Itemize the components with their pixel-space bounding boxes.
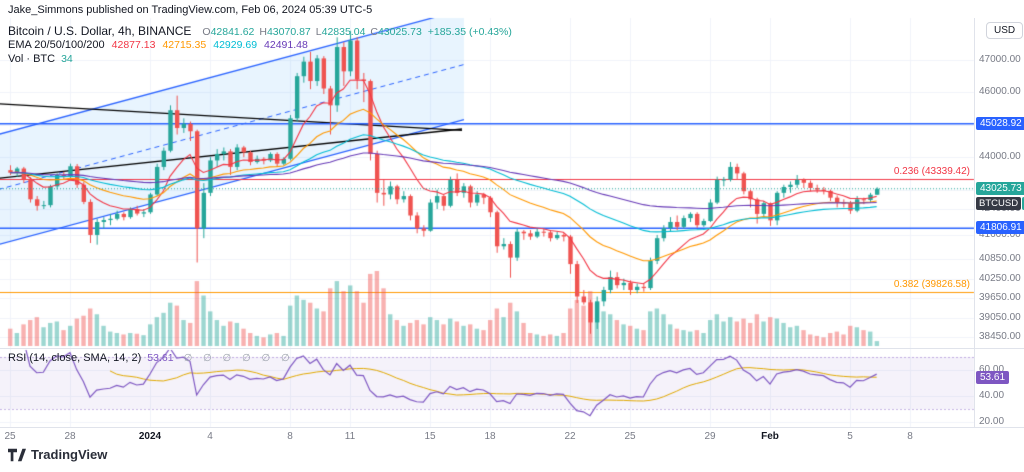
rsi-axis-label: 60.00 [979, 364, 1005, 375]
ema-legend-row: EMA 20/50/100/200 42877.13 42715.35 42929.6… [8, 39, 308, 51]
tradingview-logo-icon [8, 448, 26, 461]
price-axis-separator [974, 18, 975, 427]
time-axis-tick: 5 [847, 431, 853, 442]
rsi-axis-label: 20.00 [979, 416, 1005, 427]
ohlc-low-label: L [315, 26, 322, 38]
fib-level-label: 0.236 (43339.42) [893, 165, 970, 177]
price-axis-label: 46000.00 [979, 86, 1021, 98]
volume-value: 34 [61, 53, 73, 65]
time-axis-tick: 25 [4, 431, 16, 442]
price-axis-label: 39650.00 [979, 292, 1021, 304]
time-axis-tick: 2024 [138, 431, 162, 442]
volume-indicator-label[interactable]: Vol · BTC [8, 53, 56, 65]
time-axis-tick: 22 [564, 431, 576, 442]
pane-separator[interactable] [0, 348, 1024, 349]
price-line-badge: 41806.91 [976, 221, 1024, 235]
rsi-empty-plot-values: ∅ ∅ ∅ ∅ ∅ ∅ [183, 353, 294, 364]
time-axis-tick: Feb [761, 431, 779, 442]
ema-value: 42929.69 [213, 39, 258, 51]
price-axis-label: 44000.00 [979, 151, 1021, 163]
ohlc-close-label: C [370, 26, 378, 38]
ema-values: 42877.13 42715.35 42929.69 42491.48 [105, 39, 308, 51]
published-byline: Jake_Simmons published on TradingView.co… [8, 4, 373, 16]
time-axis-tick: 25 [624, 431, 636, 442]
ohlc-change: +185.35 (+0.43%) [427, 26, 512, 38]
ema-value: 42491.48 [264, 39, 308, 51]
price-axis-label: 41600.00 [979, 228, 1021, 240]
time-axis-tick: 29 [704, 431, 716, 442]
bar-countdown-badge: 01:20:33 [1022, 196, 1024, 210]
price-line-badge: 45028.92 [976, 116, 1024, 130]
rsi-value-badge: 53.61 [976, 371, 1010, 385]
time-axis-tick: 4 [207, 431, 213, 442]
ohlc-open-value: 42841.62 [210, 26, 255, 38]
time-axis-separator [0, 427, 1024, 428]
time-axis-tick: 8 [907, 431, 913, 442]
ohlc-low-value: 42835.04 [321, 26, 366, 38]
price-axis-label: 38450.00 [979, 331, 1021, 342]
price-axis-label: 39050.00 [979, 311, 1021, 323]
time-axis-tick: 11 [344, 431, 356, 442]
time-axis-tick: 18 [484, 431, 496, 442]
price-axis-label: 40850.00 [979, 253, 1021, 265]
time-axis-tick: 8 [287, 431, 293, 442]
tradingview-logo[interactable]: TradingView [8, 447, 107, 462]
fib-level-label: 0.382 (39826.58) [893, 279, 970, 291]
ohlc-high-label: H [259, 26, 267, 38]
ohlc-open-label: O [202, 26, 211, 38]
price-axis-label: 40250.00 [979, 272, 1021, 284]
symbol-name-badge: BTCUSD [976, 196, 1022, 210]
symbol-legend-row: Bitcoin / U.S. Dollar, 4h, BINANCE O42841… [8, 24, 512, 38]
rsi-value: 53.61 [147, 352, 174, 364]
tradingview-logo-text: TradingView [31, 447, 108, 462]
time-axis-tick: 28 [64, 431, 76, 442]
rsi-indicator-label[interactable]: RSI (14, close, SMA, 14, 2) [8, 352, 142, 364]
time-axis-tick: 15 [424, 431, 436, 442]
ohlc-close-value: 43025.73 [378, 26, 422, 38]
symbol-price-badge: BTCUSD01:20:33 [976, 196, 1024, 210]
ohlc-high-value: 43070.87 [266, 26, 311, 38]
ema-indicator-label[interactable]: EMA 20/50/100/200 [8, 39, 105, 51]
symbol-title[interactable]: Bitcoin / U.S. Dollar, 4h, BINANCE [8, 24, 192, 38]
rsi-axis-label: 40.00 [979, 390, 1005, 401]
volume-legend-row: Vol · BTC 34 [8, 53, 73, 65]
currency-label[interactable]: USD [986, 22, 1024, 39]
price-axis-label: 47000.00 [979, 54, 1021, 65]
ema-value: 42877.13 [111, 39, 156, 51]
rsi-legend-row: RSI (14, close, SMA, 14, 2) 53.61 ∅ ∅ ∅ ∅ … [8, 352, 294, 364]
ema-value: 42715.35 [162, 39, 207, 51]
last-price-badge: 43025.73 [976, 181, 1024, 195]
